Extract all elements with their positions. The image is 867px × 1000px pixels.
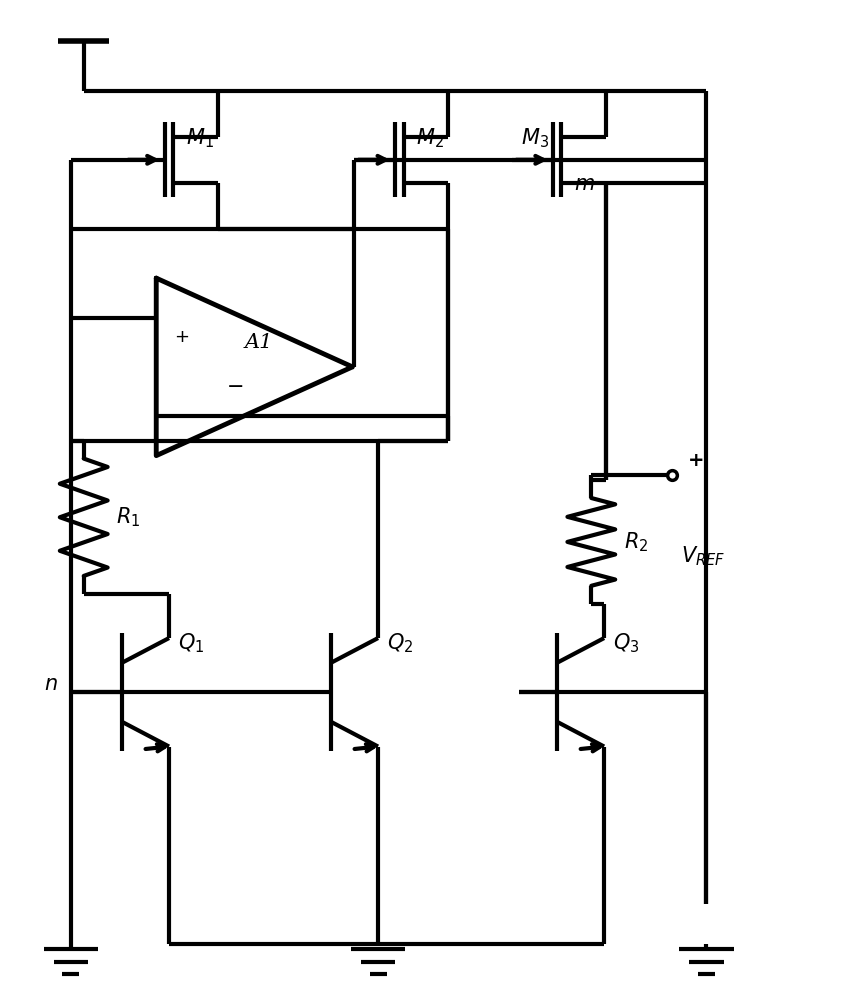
Text: $M_2$: $M_2$	[416, 126, 444, 150]
Text: $Q_3$: $Q_3$	[613, 631, 639, 655]
Text: $M_1$: $M_1$	[186, 126, 214, 150]
Text: $m$: $m$	[574, 175, 595, 194]
Text: $n$: $n$	[44, 675, 58, 694]
Text: $M_3$: $M_3$	[521, 126, 549, 150]
Text: +: +	[174, 328, 189, 346]
Text: −: −	[227, 377, 244, 397]
Text: A1: A1	[244, 333, 273, 352]
Text: $Q_2$: $Q_2$	[387, 631, 413, 655]
Text: +: +	[688, 451, 704, 470]
Text: $V_{REF}$: $V_{REF}$	[681, 544, 725, 568]
Text: $R_2$: $R_2$	[623, 530, 649, 554]
Text: $Q_1$: $Q_1$	[178, 631, 204, 655]
Text: $R_1$: $R_1$	[116, 505, 140, 529]
